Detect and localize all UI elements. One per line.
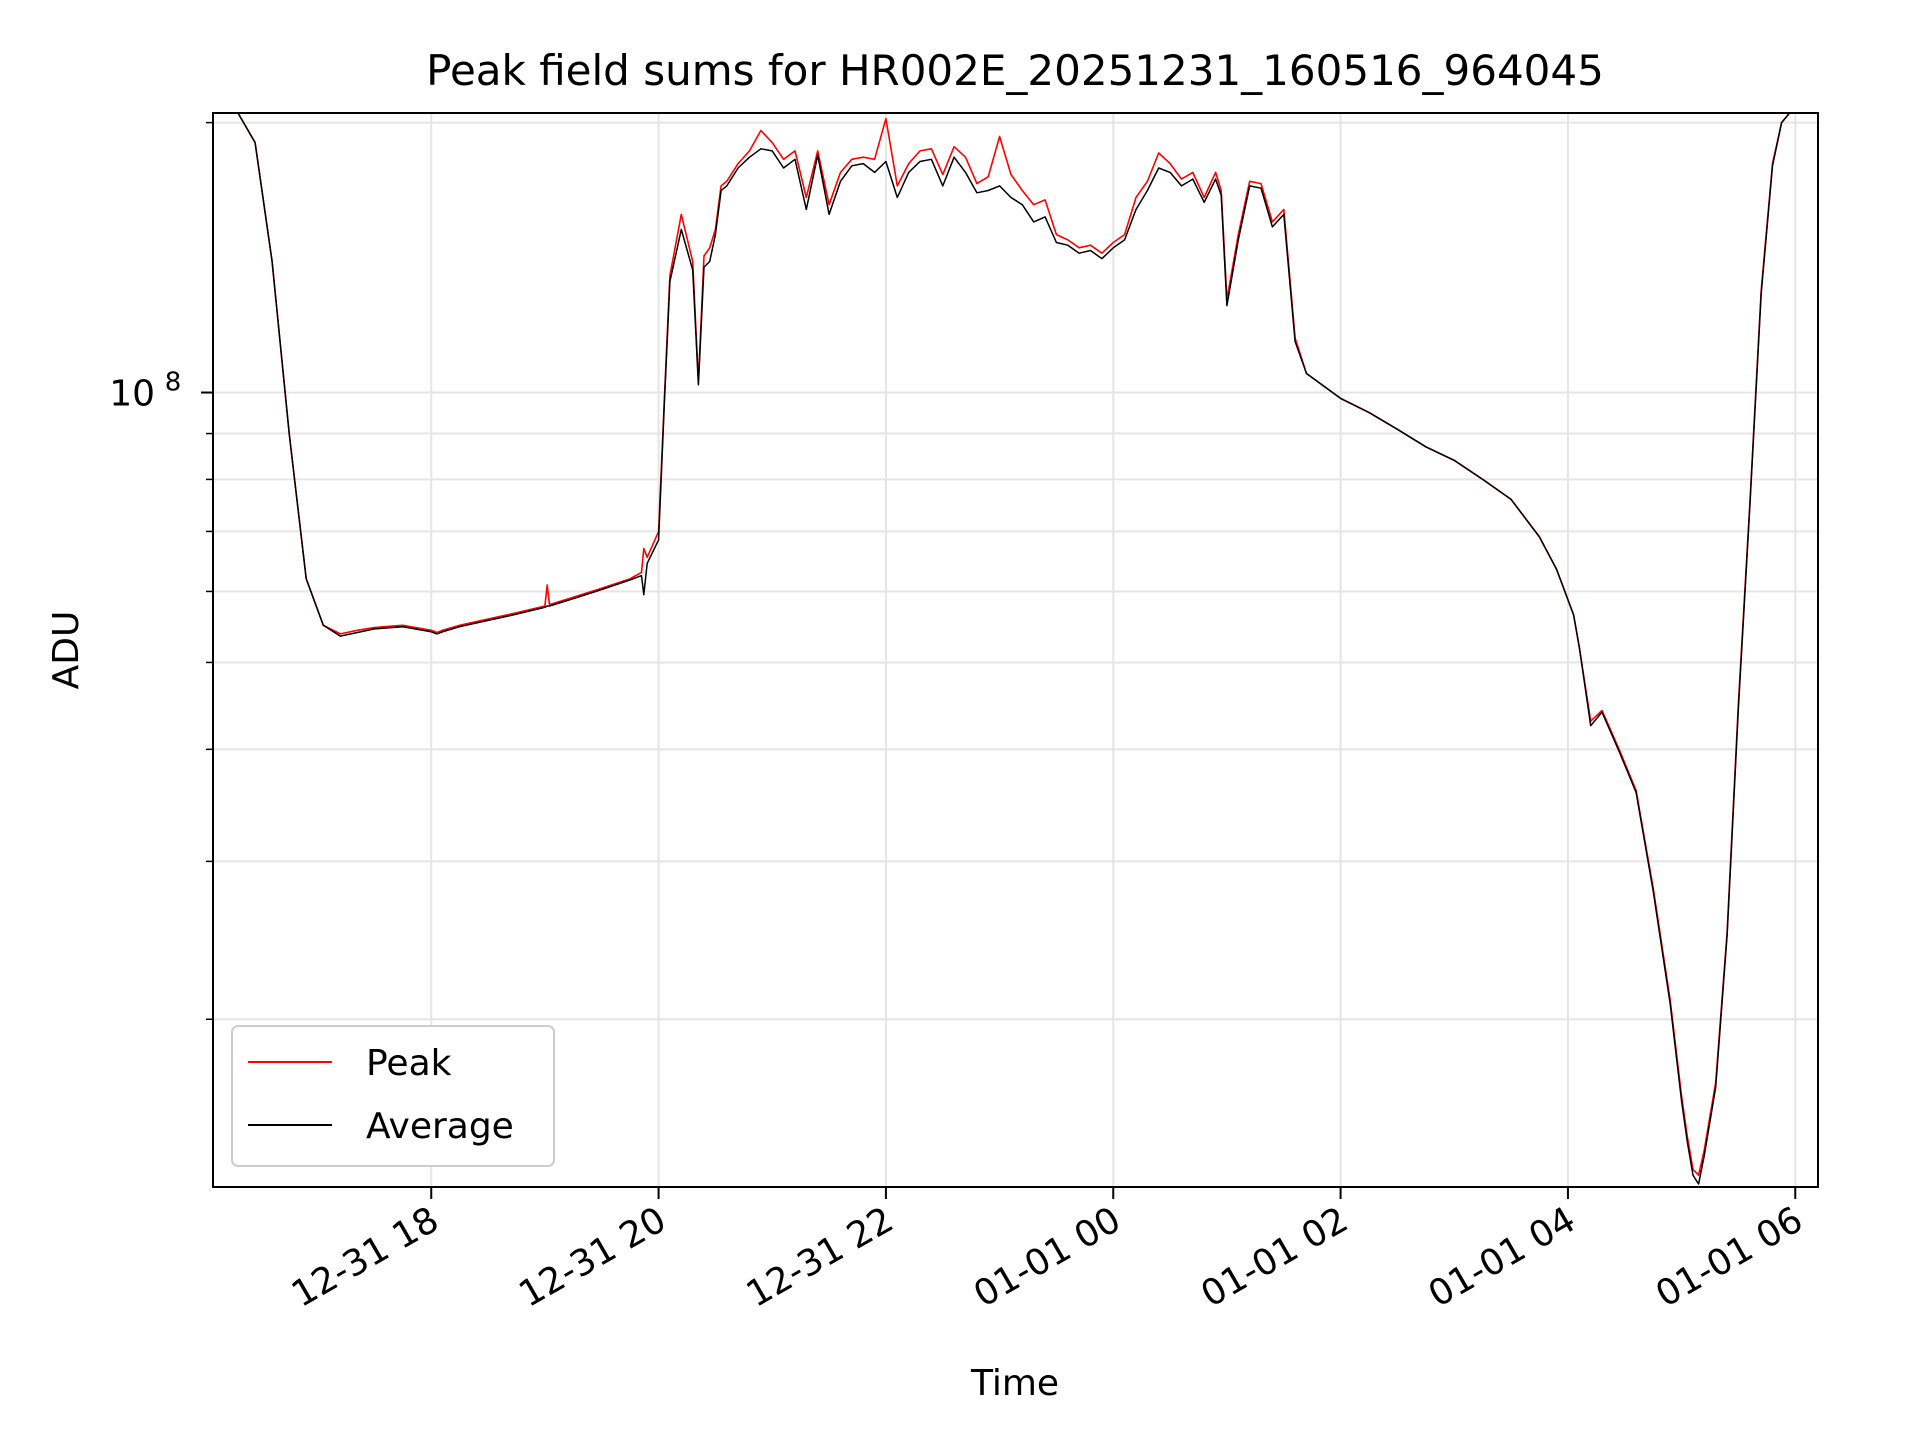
x-axis-label: Time bbox=[970, 1363, 1059, 1404]
y-axis-label: ADU bbox=[46, 611, 87, 690]
y-tick-label: 10 bbox=[109, 374, 155, 415]
series-group bbox=[237, 113, 1791, 1185]
legend-average-label: Average bbox=[366, 1106, 514, 1147]
y-tick-label-base: 10 bbox=[109, 374, 155, 415]
legend-peak-label: Peak bbox=[366, 1043, 452, 1084]
chart-title: Peak field sums for HR002E_20251231_1605… bbox=[426, 46, 1604, 95]
legend: Peak Average bbox=[231, 1025, 555, 1167]
y-tick-label-exponent: 8 bbox=[165, 368, 182, 398]
plot-frame bbox=[212, 112, 1819, 1188]
grid bbox=[213, 113, 1818, 1187]
average-series-line bbox=[237, 113, 1791, 1185]
